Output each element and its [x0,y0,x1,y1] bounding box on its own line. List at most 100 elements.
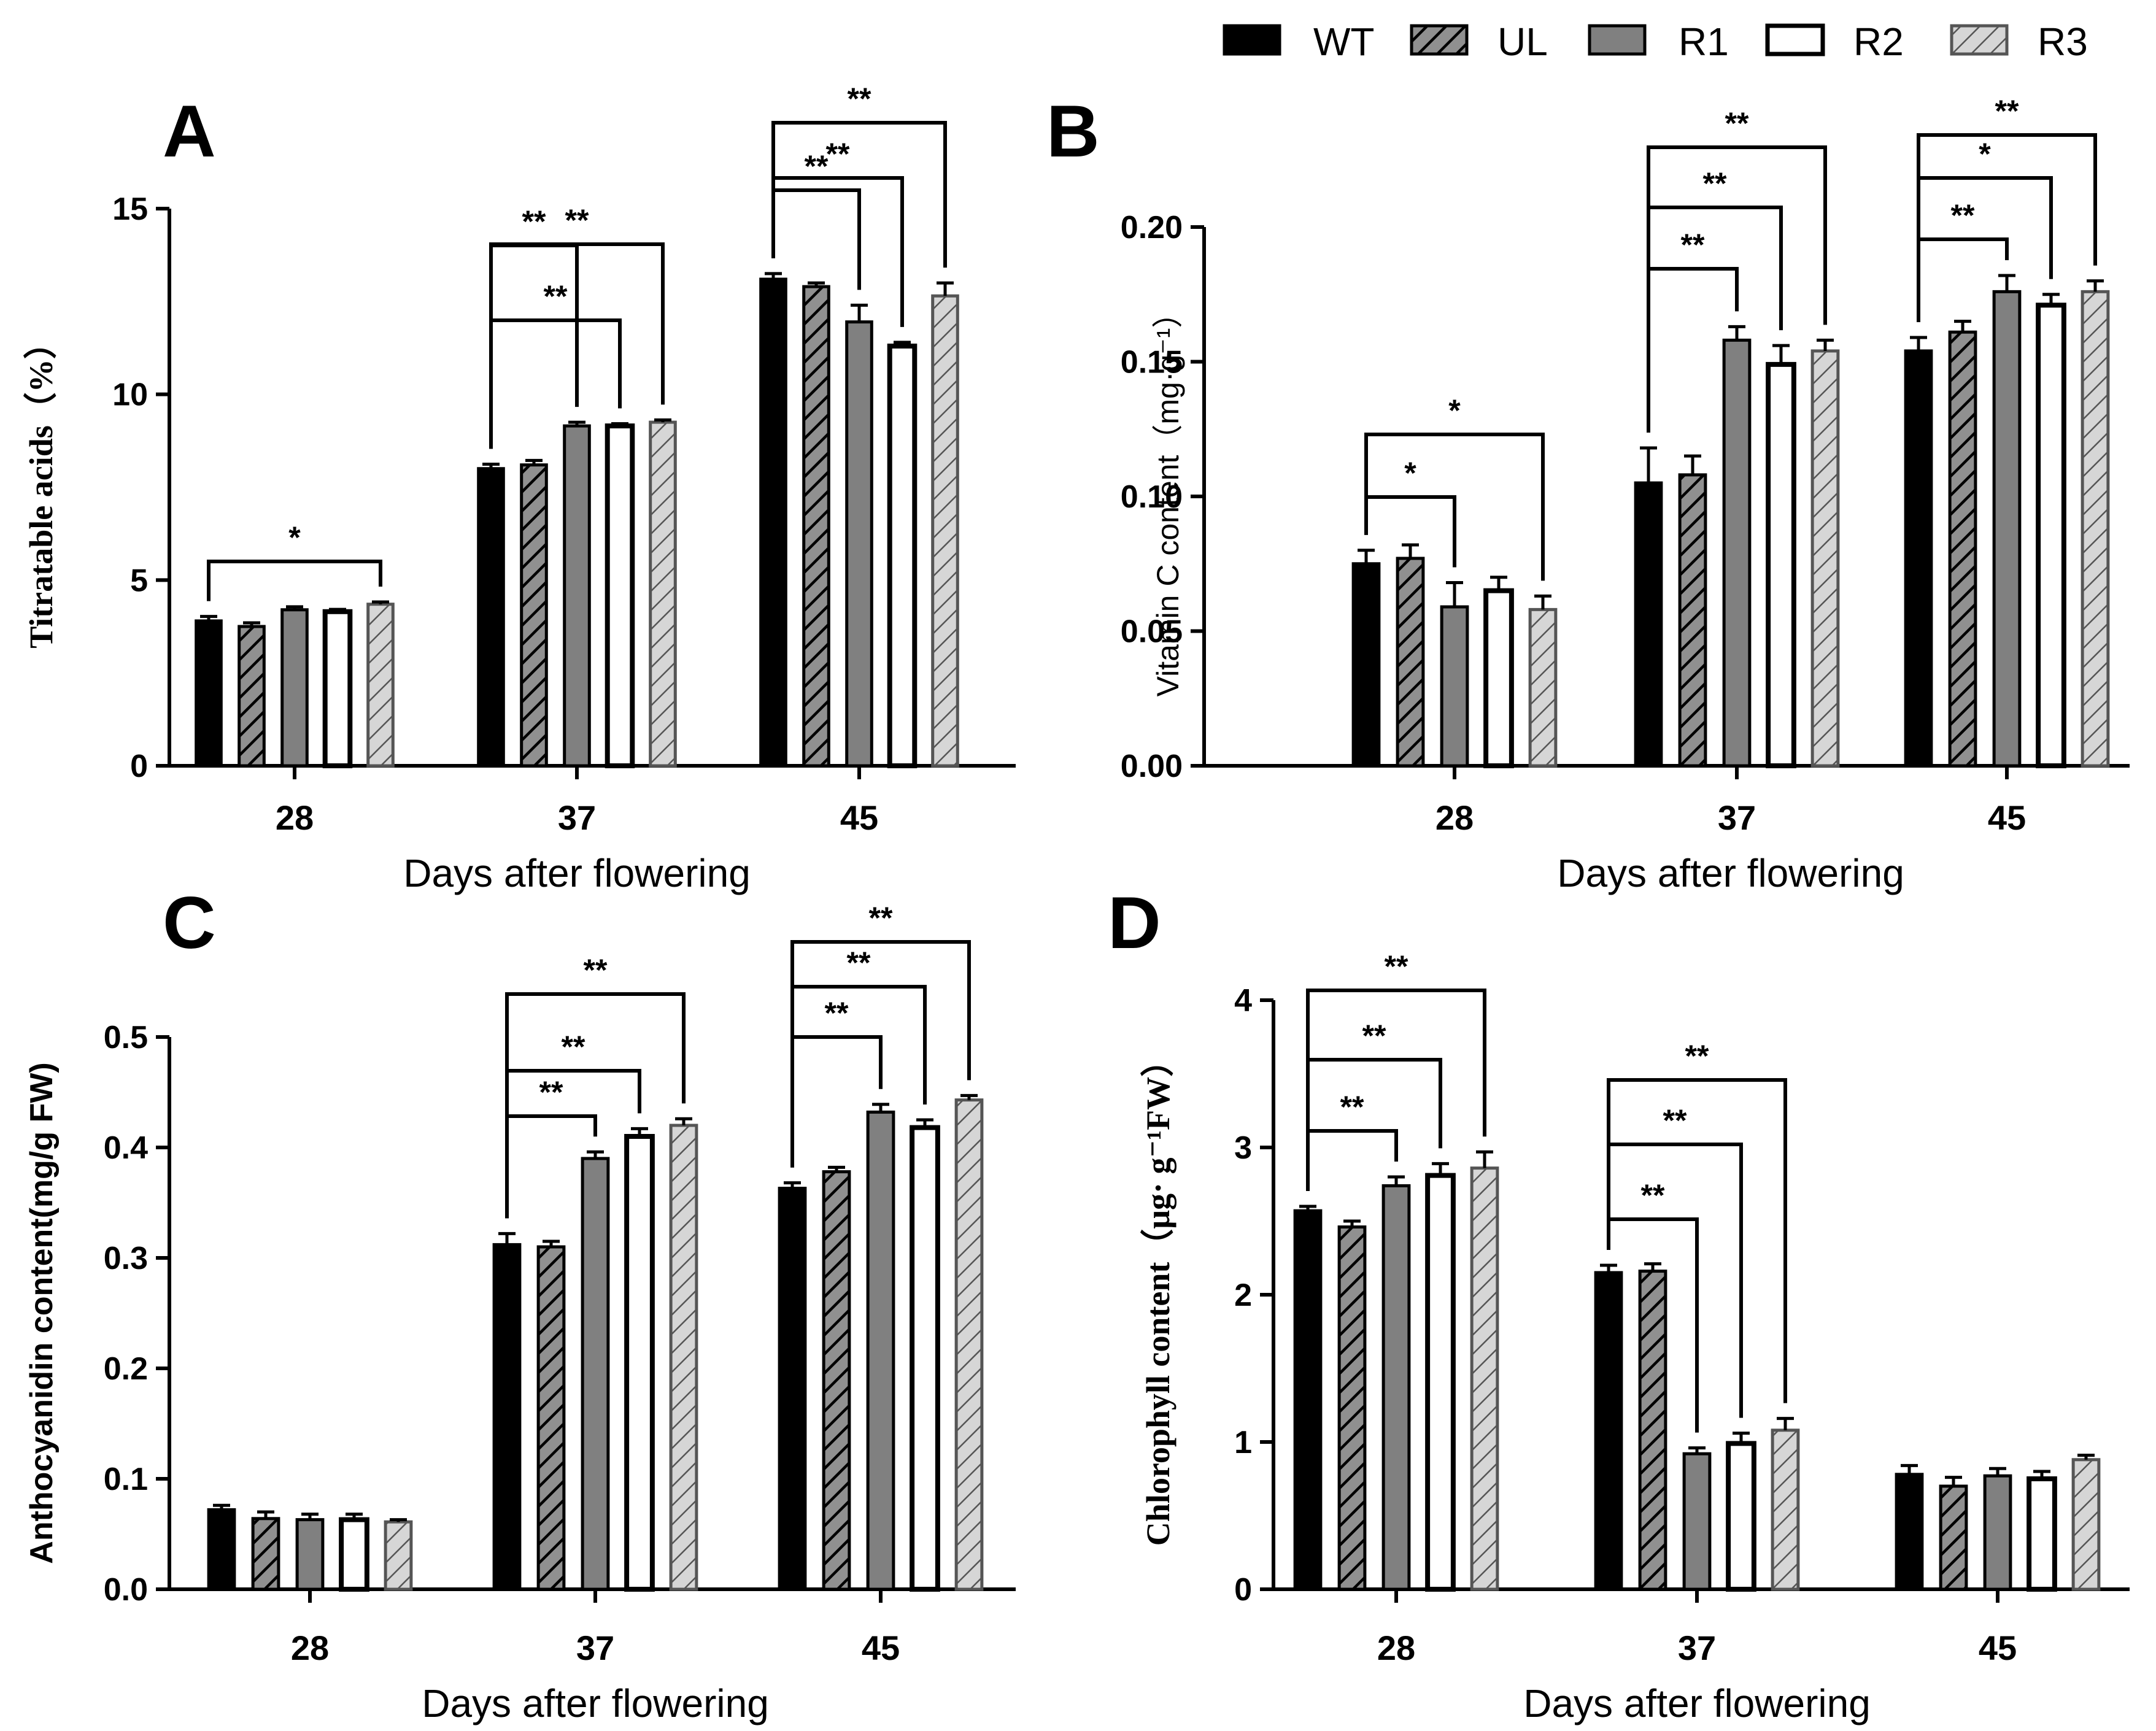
bar-ul-28 [1337,1225,1367,1591]
bar-r1-28 [1381,1184,1411,1591]
legend-item-r1: R1 [1588,20,1729,64]
significance-label: ** [869,901,893,935]
significance-label: * [288,520,301,555]
significance-label: * [1979,137,1991,171]
y-tick-label: 0.1 [104,1462,148,1497]
significance-bracket [505,1069,641,1219]
significance-label: ** [1362,1019,1386,1053]
bar-r2-28 [1483,588,1514,769]
legend-swatch-r2 [1765,23,1825,56]
significance-bracket [1306,1058,1442,1191]
panel-letter-c: C [163,882,216,964]
significance-bracket [1647,145,1827,433]
significance-bracket [771,188,861,290]
bar-ul-45 [1948,330,1977,768]
y-axis-label: Vitamin C content（mg·g⁻¹） [1151,298,1185,697]
x-tick-label: 37 [576,1629,614,1667]
bar-r3-28 [1470,1166,1499,1591]
x-tick-label: 45 [840,798,878,837]
significance-label: ** [1685,1039,1709,1073]
x-tick-label: 28 [291,1629,329,1667]
bar-ul-45 [802,285,830,768]
y-tick-label: 1 [1234,1425,1252,1460]
bar-r3-45 [2081,290,2110,768]
bar-r3-37 [669,1124,698,1591]
significance-label: ** [1641,1178,1665,1212]
y-tick-label: 0.15 [1121,345,1183,380]
significance-label: ** [825,996,849,1030]
significance-bracket [1607,1078,1787,1403]
bar-wt-37 [477,467,505,768]
bar-r1-28 [280,608,309,768]
legend-swatch-wt [1223,24,1281,56]
significance-label: ** [1340,1090,1364,1124]
bar-r3-45 [954,1098,984,1591]
x-tick-label: 37 [1678,1629,1716,1667]
significance-label: ** [1663,1103,1687,1138]
bar-r2-45 [887,343,918,768]
significance-bracket [1364,433,1545,581]
y-tick-label: 15 [112,191,148,227]
significance-bracket [1607,1143,1743,1418]
bar-r2-37 [624,1134,655,1592]
bar-r1-45 [866,1110,895,1591]
bar-r1-28 [295,1518,325,1591]
y-axis-label: Chlorophyll content（μg· g⁻¹FW） [1140,1044,1177,1546]
x-axis-label: Days after flowering [403,851,751,895]
significance-label: ** [1703,166,1727,201]
significance-bracket [207,560,382,601]
bar-ul-37 [536,1245,566,1591]
y-tick-label: 0.3 [104,1241,148,1276]
significance-label: ** [522,204,546,239]
significance-label: ** [1995,94,2019,128]
significance-label: ** [847,946,871,980]
bar-r3-45 [2071,1458,2101,1591]
x-axis-label: Days after flowering [1523,1681,1871,1725]
bar-r2-45 [910,1125,940,1592]
x-tick-label: 28 [1377,1629,1415,1667]
bar-r3-28 [1528,607,1558,768]
bar-r3-37 [1771,1428,1800,1591]
significance-bracket [489,242,665,449]
bar-r2-37 [1766,361,1796,768]
y-tick-label: 0 [130,749,148,784]
legend-label-ul: UL [1497,20,1548,64]
x-tick-label: 45 [862,1629,900,1667]
x-tick-label: 28 [276,798,314,837]
chart-panel-d: 0 1 2 3 4 28 37 45 ** ** ** ** ** ** Days after flower… [1140,949,2130,1725]
bar-ul-37 [1678,473,1707,768]
bar-ul-28 [251,1517,280,1591]
bar-ul-45 [822,1170,851,1591]
bar-r2-37 [605,423,635,768]
y-tick-label: 2 [1234,1278,1252,1313]
significance-bracket [790,940,971,1168]
legend: WT UL R1 R2 R3 [1223,20,2088,64]
y-tick-label: 4 [1234,983,1252,1019]
bar-r3-37 [649,420,677,768]
bar-r3-45 [931,294,959,768]
bar-r3-28 [366,603,395,768]
y-tick-label: 0.0 [104,1572,148,1608]
x-tick-label: 45 [1988,798,2026,837]
bar-ul-45 [1939,1484,1968,1591]
significance-bracket [771,176,904,327]
legend-item-ul: UL [1410,20,1548,64]
panel-letter-a: A [163,90,216,172]
significance-bracket [1647,206,1783,433]
significance-label: * [1448,393,1461,428]
significance-bracket [1917,176,2053,322]
legend-swatch-r1 [1588,24,1647,56]
y-tick-label: 0.00 [1121,749,1183,784]
x-tick-label: 28 [1435,798,1474,837]
significance-label: ** [1725,106,1749,141]
y-tick-label: 0 [1234,1572,1252,1608]
y-tick-label: 0.05 [1121,614,1183,650]
significance-label: ** [584,953,608,987]
bar-r1-37 [1682,1452,1712,1591]
bar-ul-28 [238,625,266,768]
y-tick-label: 0.10 [1121,479,1183,515]
y-axis-label: Titratable acids（%） [23,326,60,649]
